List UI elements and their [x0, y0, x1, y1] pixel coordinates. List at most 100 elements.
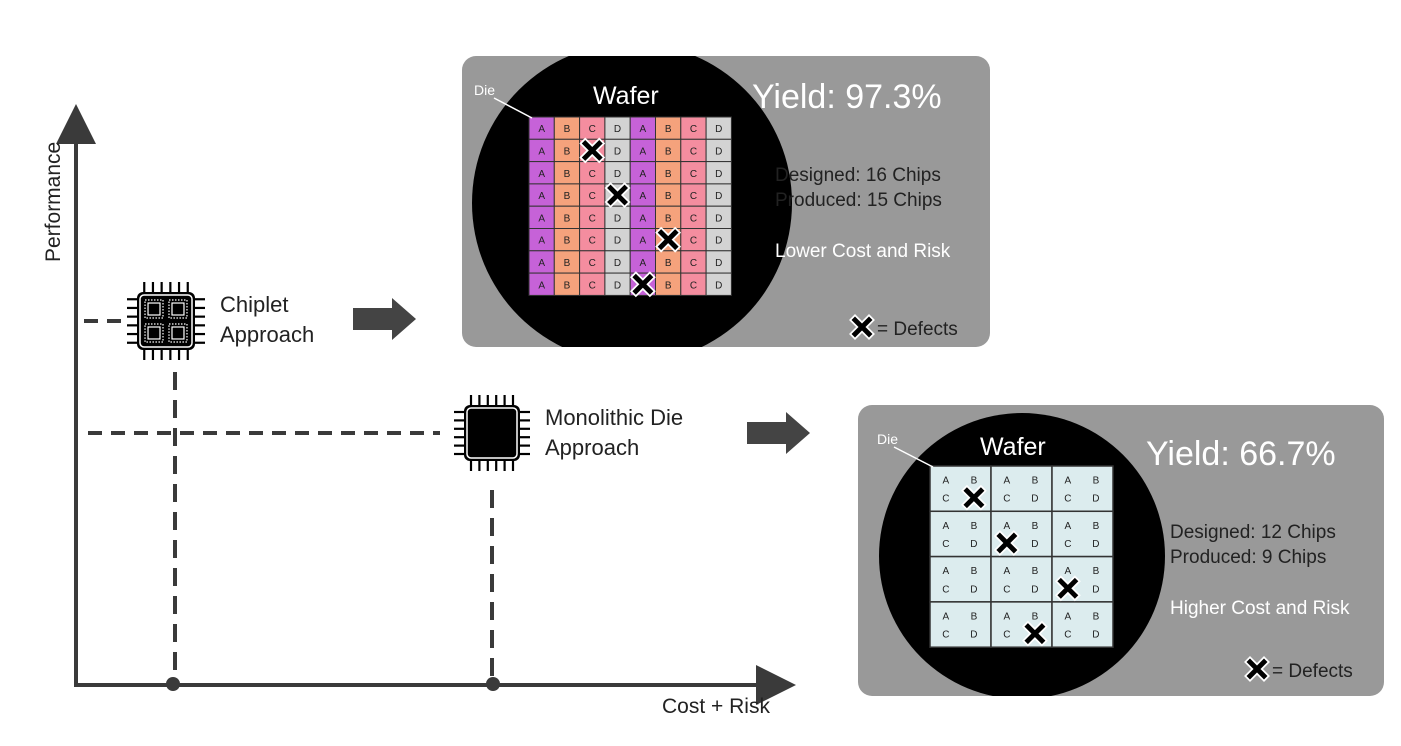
defect-x-icon — [604, 182, 631, 208]
yield-value: Yield: 66.7% — [1146, 435, 1336, 473]
die-cell: B — [553, 161, 581, 185]
die-cell: A — [629, 205, 657, 229]
svg-text:C: C — [589, 258, 596, 269]
die-cell: C — [680, 250, 707, 274]
svg-text:A: A — [640, 213, 647, 224]
svg-text:B: B — [564, 124, 571, 135]
svg-text:D: D — [614, 146, 621, 157]
svg-text:A: A — [943, 476, 950, 487]
svg-text:A: A — [640, 191, 647, 202]
svg-text:D: D — [715, 191, 722, 202]
svg-text:D: D — [715, 124, 722, 135]
defect-legend-label: = Defects — [1272, 661, 1353, 682]
arrow-right-icon — [353, 298, 416, 340]
svg-text:A: A — [1004, 521, 1011, 532]
svg-text:C: C — [690, 236, 697, 247]
die-cell: C — [579, 228, 606, 252]
chiplet-icon — [127, 282, 205, 360]
svg-text:C: C — [1003, 630, 1010, 641]
svg-text:C: C — [1064, 630, 1071, 641]
svg-text:D: D — [1031, 494, 1038, 505]
svg-text:B: B — [1032, 521, 1039, 532]
svg-text:C: C — [690, 280, 697, 291]
svg-text:B: B — [564, 258, 571, 269]
svg-text:D: D — [1031, 539, 1038, 550]
svg-text:D: D — [970, 539, 977, 550]
die-cell: A — [629, 228, 657, 252]
svg-text:A: A — [1065, 476, 1072, 487]
svg-text:B: B — [1093, 611, 1100, 622]
defect-x-icon — [993, 530, 1020, 556]
svg-text:B: B — [564, 191, 571, 202]
defect-x-icon — [655, 226, 682, 253]
svg-text:D: D — [1092, 630, 1099, 641]
svg-text:B: B — [564, 280, 571, 291]
svg-text:C: C — [690, 146, 697, 157]
die-cell: A — [528, 183, 555, 207]
die-cell: D — [705, 183, 732, 207]
wafer-label: Wafer — [593, 82, 659, 110]
svg-text:A: A — [538, 124, 545, 135]
wafer-label: Wafer — [980, 433, 1046, 461]
svg-text:B: B — [564, 213, 571, 224]
die-cell: D — [705, 116, 732, 140]
die-cell: B — [655, 183, 682, 207]
svg-text:A: A — [640, 258, 647, 269]
svg-text:A: A — [640, 146, 647, 157]
svg-text:B: B — [1032, 476, 1039, 487]
svg-text:B: B — [665, 258, 672, 269]
svg-text:B: B — [564, 236, 571, 247]
svg-text:A: A — [538, 213, 545, 224]
die-cell: D — [604, 205, 631, 229]
die-cell: A — [528, 161, 555, 185]
die-cell: B — [655, 250, 682, 274]
die-cell: A — [629, 250, 657, 274]
die-cell: C — [579, 250, 606, 274]
designed-count: Designed: 16 Chips — [775, 165, 941, 186]
svg-text:A: A — [538, 236, 545, 247]
svg-text:B: B — [971, 476, 978, 487]
die-cell: A — [528, 272, 555, 296]
die-cell: B — [655, 272, 682, 296]
svg-text:B: B — [971, 521, 978, 532]
defect-x-icon — [849, 314, 875, 340]
svg-text:C: C — [690, 258, 697, 269]
svg-text:A: A — [538, 280, 545, 291]
die-cell: A — [528, 250, 555, 274]
svg-text:C: C — [690, 124, 697, 135]
svg-text:B: B — [665, 169, 672, 180]
die-cell: B — [553, 183, 581, 207]
die-cell: D — [604, 116, 631, 140]
die-label: Die — [474, 82, 495, 98]
die-cell: B — [655, 205, 682, 229]
die-cell: C — [579, 116, 606, 140]
die-cell: D — [705, 161, 732, 185]
die-cell: C — [680, 161, 707, 185]
monolithic-yield-panel: A B C D A B C D A B C D A B C D A B C D A B C D A B C D A B C D A B C D A B C D… — [858, 405, 1384, 696]
die-cell: A — [629, 116, 657, 140]
die-cell: B — [553, 205, 581, 229]
svg-text:A: A — [943, 611, 950, 622]
die-cell: A B C D — [990, 555, 1053, 603]
svg-text:A: A — [1004, 566, 1011, 577]
svg-text:D: D — [970, 584, 977, 595]
yield-value: Yield: 97.3% — [752, 78, 942, 116]
produced-count: Produced: 15 Chips — [775, 190, 942, 211]
die-cell: A — [629, 138, 657, 163]
die-cell: C — [680, 228, 707, 252]
svg-text:C: C — [942, 494, 949, 505]
produced-count: Produced: 9 Chips — [1170, 547, 1326, 568]
svg-text:A: A — [640, 236, 647, 247]
svg-text:D: D — [1092, 539, 1099, 550]
die-cell: C — [579, 205, 606, 229]
svg-text:D: D — [715, 169, 722, 180]
svg-text:C: C — [690, 169, 697, 180]
chiplet-cost-dot — [166, 677, 180, 691]
y-axis-label: Performance — [42, 142, 65, 262]
die-cell: B — [655, 161, 682, 185]
defect-x-icon — [1054, 575, 1081, 602]
die-cell: D — [604, 272, 631, 296]
svg-text:D: D — [614, 169, 621, 180]
arrow-right-icon — [747, 412, 810, 454]
defect-x-icon — [629, 271, 656, 298]
